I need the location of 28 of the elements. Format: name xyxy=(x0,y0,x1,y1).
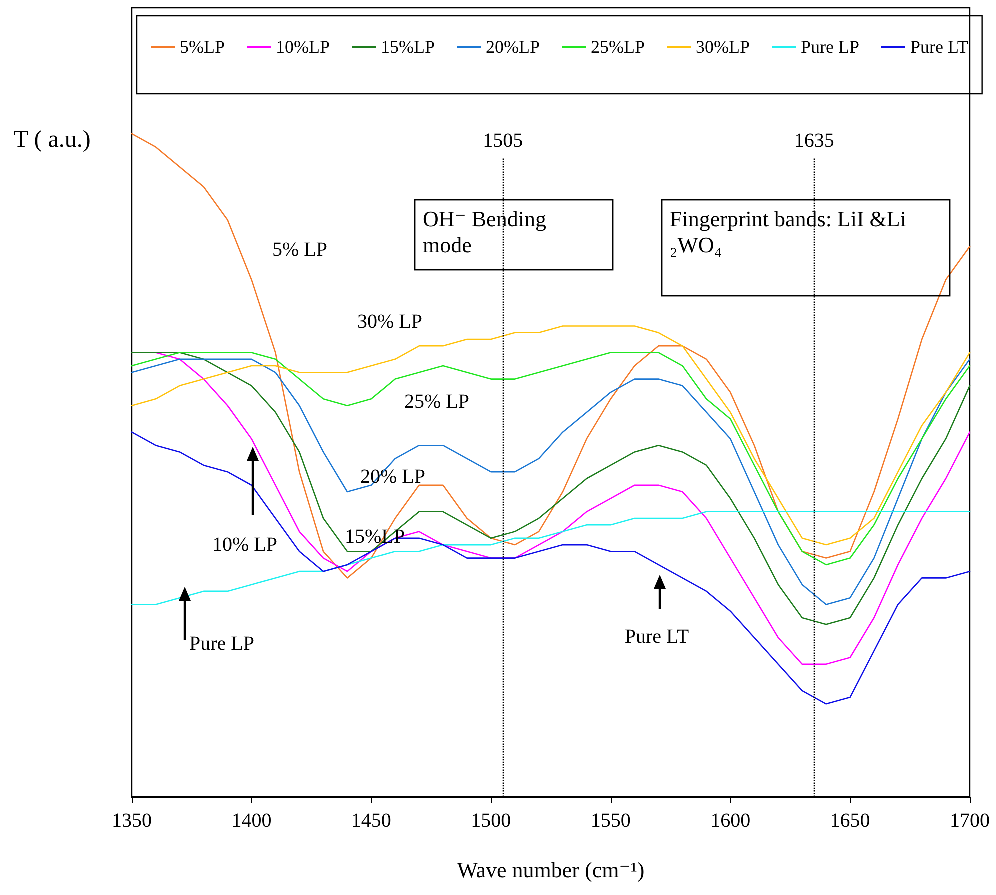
annotation: Fingerprint bands: LiI &Li₂WO₄ xyxy=(670,206,906,258)
legend-label: Pure LT xyxy=(910,37,968,57)
legend-label: 30%LP xyxy=(696,37,750,57)
legend-label: Pure LP xyxy=(801,37,860,57)
ref-line-label: 1505 xyxy=(483,130,524,152)
x-tick-label: 1450 xyxy=(351,810,392,832)
legend-label: 5%LP xyxy=(180,37,225,57)
legend-label: 10%LP xyxy=(276,37,330,57)
x-axis-title: Wave number (cm⁻¹) xyxy=(457,858,645,882)
legend-label: 15%LP xyxy=(381,37,435,57)
x-tick-label: 1600 xyxy=(710,810,751,832)
legend-label: 20%LP xyxy=(486,37,540,57)
annotation: 5% LP xyxy=(272,239,328,261)
legend-label: 25%LP xyxy=(591,37,645,57)
annotation: 30% LP xyxy=(358,311,422,333)
x-tick-label: 1650 xyxy=(830,810,870,832)
x-tick-label: 1350 xyxy=(112,810,152,832)
y-axis-title: T ( a.u.) xyxy=(14,127,91,153)
x-tick-label: 1400 xyxy=(232,810,272,832)
annotation: Pure LT xyxy=(624,626,690,648)
annotation: 10% LP xyxy=(212,534,278,556)
x-tick-label: 1500 xyxy=(471,810,512,832)
x-tick-label: 1550 xyxy=(590,810,631,832)
annotation: Pure LP xyxy=(190,633,254,655)
ref-line-label: 1635 xyxy=(794,130,834,152)
annotation: OH⁻ Bending mode xyxy=(423,206,552,258)
x-tick-label: 1700 xyxy=(950,810,990,832)
annotation: 25% LP xyxy=(404,391,470,413)
